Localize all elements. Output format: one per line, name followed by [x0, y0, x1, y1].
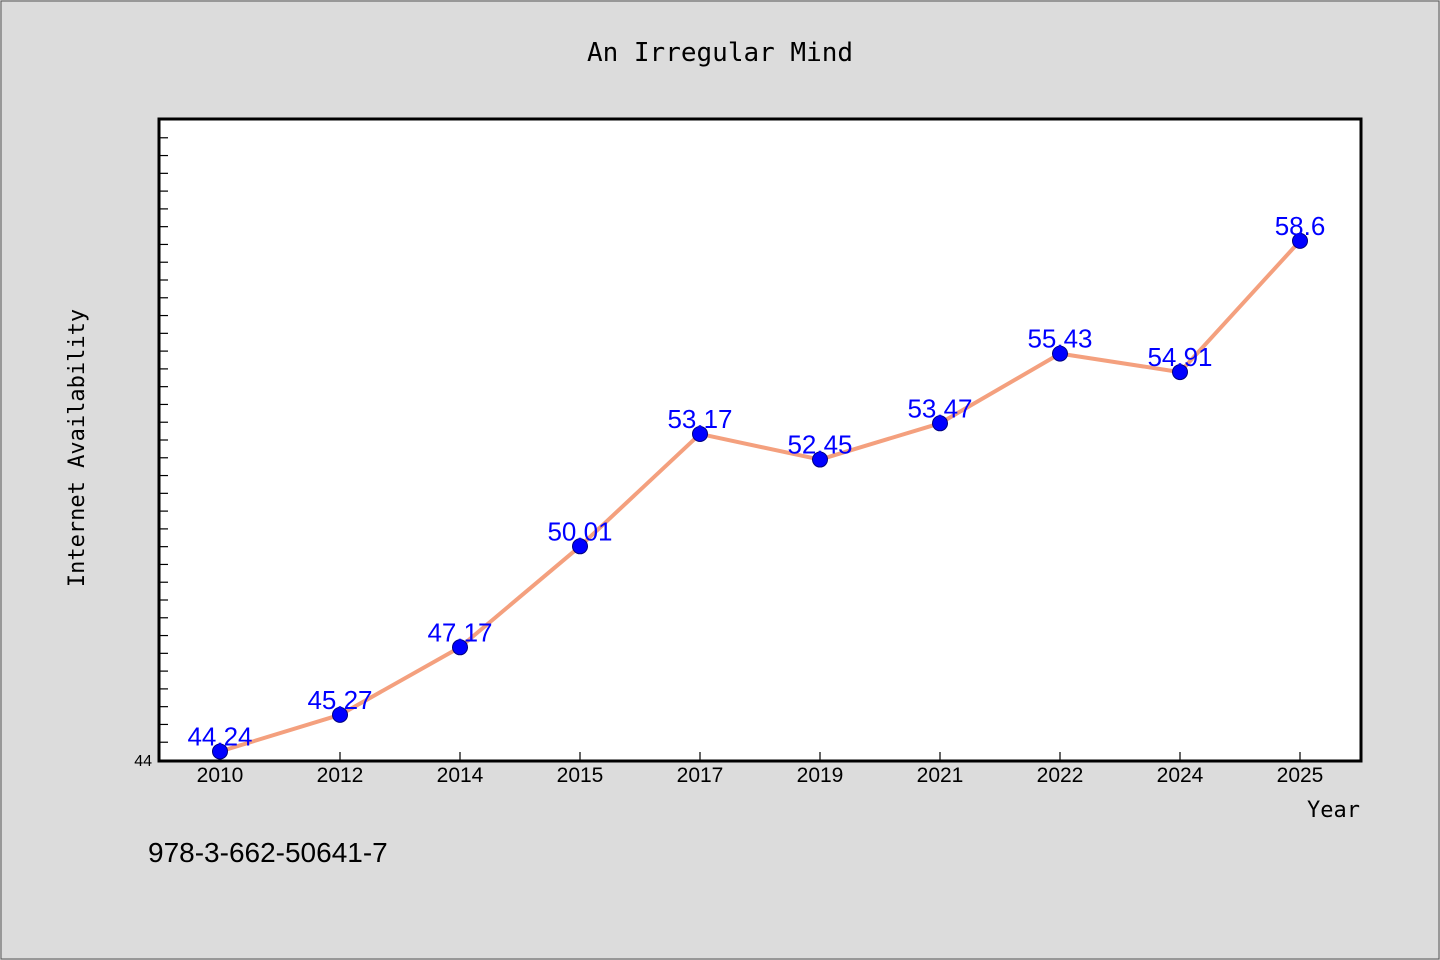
data-point	[1292, 232, 1308, 249]
data-point	[1172, 364, 1188, 381]
series-group: 44.24 45.27 47.17 50.01 53.17 52.45 53.47 55.43…	[187, 211, 1326, 760]
x-tick-label: 2014	[437, 764, 484, 787]
data-point	[812, 451, 828, 468]
y-axis-ticks	[160, 137, 168, 743]
x-axis-label: Year	[1307, 798, 1360, 823]
y-tick-label: 44	[134, 753, 152, 770]
data-point	[932, 415, 948, 432]
series-line	[218, 238, 1302, 754]
y-axis-tick-labels: 44	[134, 753, 152, 770]
data-point	[452, 639, 468, 656]
data-label: 55.43	[1027, 324, 1092, 354]
x-tick-label: 2012	[317, 764, 364, 787]
plot-area	[157, 117, 1363, 763]
x-tick-label: 2019	[797, 764, 844, 787]
y-axis-label: Internet Availability	[65, 309, 90, 587]
x-tick-label: 2024	[1157, 764, 1204, 787]
data-label: 44.24	[187, 721, 252, 751]
x-tick-label: 2021	[917, 764, 964, 787]
data-point	[1052, 345, 1068, 362]
data-point	[212, 743, 228, 760]
isbn-text: 978-3-662-50641-7	[148, 837, 388, 868]
data-label: 53.17	[667, 404, 732, 434]
x-tick-label: 2015	[557, 764, 604, 787]
x-axis-ticks	[219, 752, 1301, 760]
data-label: 54.91	[1147, 342, 1212, 372]
chart-title: An Irregular Mind	[587, 38, 853, 68]
data-point	[332, 706, 348, 723]
data-label: 58.6	[1275, 211, 1326, 241]
data-point	[692, 425, 708, 442]
x-tick-label: 2017	[677, 764, 724, 787]
data-label: 52.45	[787, 430, 852, 460]
data-label: 45.27	[307, 685, 372, 715]
x-tick-label: 2025	[1277, 764, 1324, 787]
data-point	[572, 538, 588, 555]
x-tick-label: 2022	[1037, 764, 1084, 787]
data-label: 50.01	[547, 516, 612, 546]
x-tick-label: 2010	[197, 764, 244, 787]
x-axis-tick-labels: 2010 2012 2014 2015 2017 2019 2021 2022 2024 2025	[197, 764, 1324, 787]
data-label: 47.17	[427, 617, 492, 647]
data-label: 53.47	[907, 393, 972, 423]
